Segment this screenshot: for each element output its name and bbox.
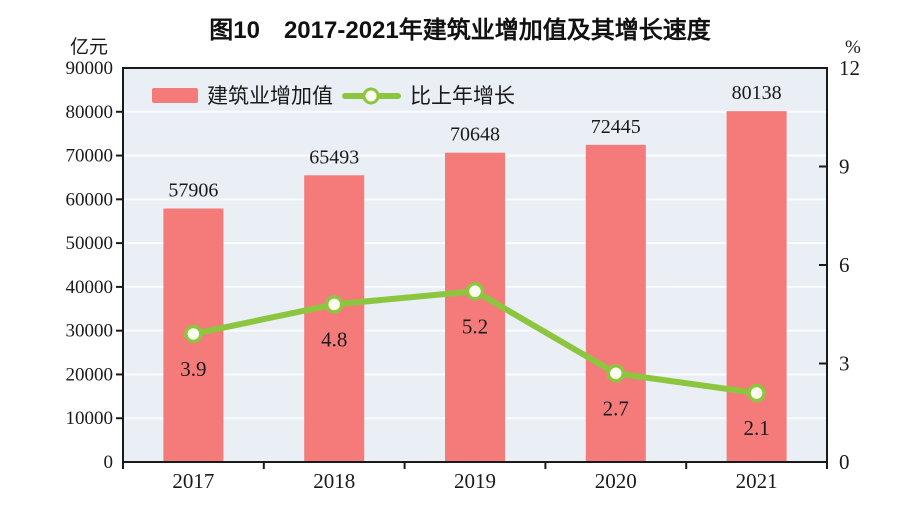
bar-value-labels-layer: 57906 65493 70648 72445 80138	[168, 82, 781, 201]
left-axis-tick-label: 50000	[66, 233, 114, 254]
x-axis-label-2020: 2020	[595, 469, 637, 493]
left-axis-tick-label: 70000	[66, 146, 114, 167]
growth-marker-2020	[606, 364, 626, 383]
bar-value-label-2020: 72445	[591, 116, 641, 138]
left-axis-tick-label: 40000	[66, 277, 114, 298]
bar-value-label-2019: 70648	[450, 124, 500, 146]
left-axis-unit-label: 亿元	[70, 36, 108, 58]
right-axis-unit-label: %	[845, 37, 861, 58]
growth-value-label-2018: 4.8	[321, 327, 347, 351]
x-axis-label-2021: 2021	[736, 469, 778, 493]
legend-bar-swatch	[152, 88, 198, 103]
bar-2021	[726, 111, 787, 462]
right-axis-tick-label: 6	[839, 253, 850, 277]
legend-line-marker-icon	[362, 87, 380, 105]
growth-marker-2019	[465, 282, 485, 301]
left-axis-tick-label: 0	[104, 452, 114, 473]
growth-value-label-2017: 3.9	[180, 357, 206, 381]
right-axis-tick-label: 3	[839, 352, 850, 376]
left-axis-tick-label: 80000	[66, 102, 114, 123]
left-axis-tick-label: 30000	[66, 321, 114, 342]
right-axis-tick-label: 9	[839, 155, 850, 179]
bar-2018	[304, 175, 365, 462]
left-axis-tick-label: 60000	[66, 189, 114, 210]
growth-value-label-2019: 5.2	[462, 314, 488, 338]
bar-value-label-2018: 65493	[309, 146, 359, 168]
bar-2020	[585, 144, 646, 463]
plot-frame	[122, 67, 828, 463]
legend-bar-label: 建筑业增加值	[207, 84, 333, 108]
growth-marker-2018	[324, 295, 344, 314]
growth-marker-2021	[747, 383, 766, 403]
line-series-layer: 3.9 4.8 5.2 2.7 2.1	[180, 282, 770, 440]
growth-value-label-2021: 2.1	[743, 416, 769, 440]
bar-2019	[445, 152, 505, 462]
x-axis-label-2018: 2018	[313, 469, 355, 493]
legend-line-label: 比上年增长	[410, 84, 515, 108]
chart-title: 图10 2017-2021年建筑业增加值及其增长速度	[209, 16, 711, 44]
bar-value-label-2021: 80138	[732, 82, 782, 104]
axis-ticks-layer	[116, 110, 828, 469]
bar-value-label-2017: 57906	[168, 180, 218, 202]
right-axis-tick-label: 0	[839, 450, 850, 474]
x-axis-label-2017: 2017	[172, 469, 214, 493]
right-axis-tick-label: 12	[839, 56, 860, 80]
x-axis-label-2019: 2019	[454, 469, 496, 493]
left-axis-tick-label: 10000	[66, 408, 114, 429]
axis-labels-layer: 0 10000 20000 30000 40000 50000 60000 70000 8000…	[66, 56, 861, 493]
growth-marker-2017	[184, 324, 203, 344]
growth-value-label-2020: 2.7	[603, 396, 629, 420]
left-axis-tick-label: 90000	[66, 58, 114, 79]
left-axis-tick-label: 20000	[66, 364, 114, 385]
legend: 建筑业增加值 比上年增长	[152, 84, 515, 108]
